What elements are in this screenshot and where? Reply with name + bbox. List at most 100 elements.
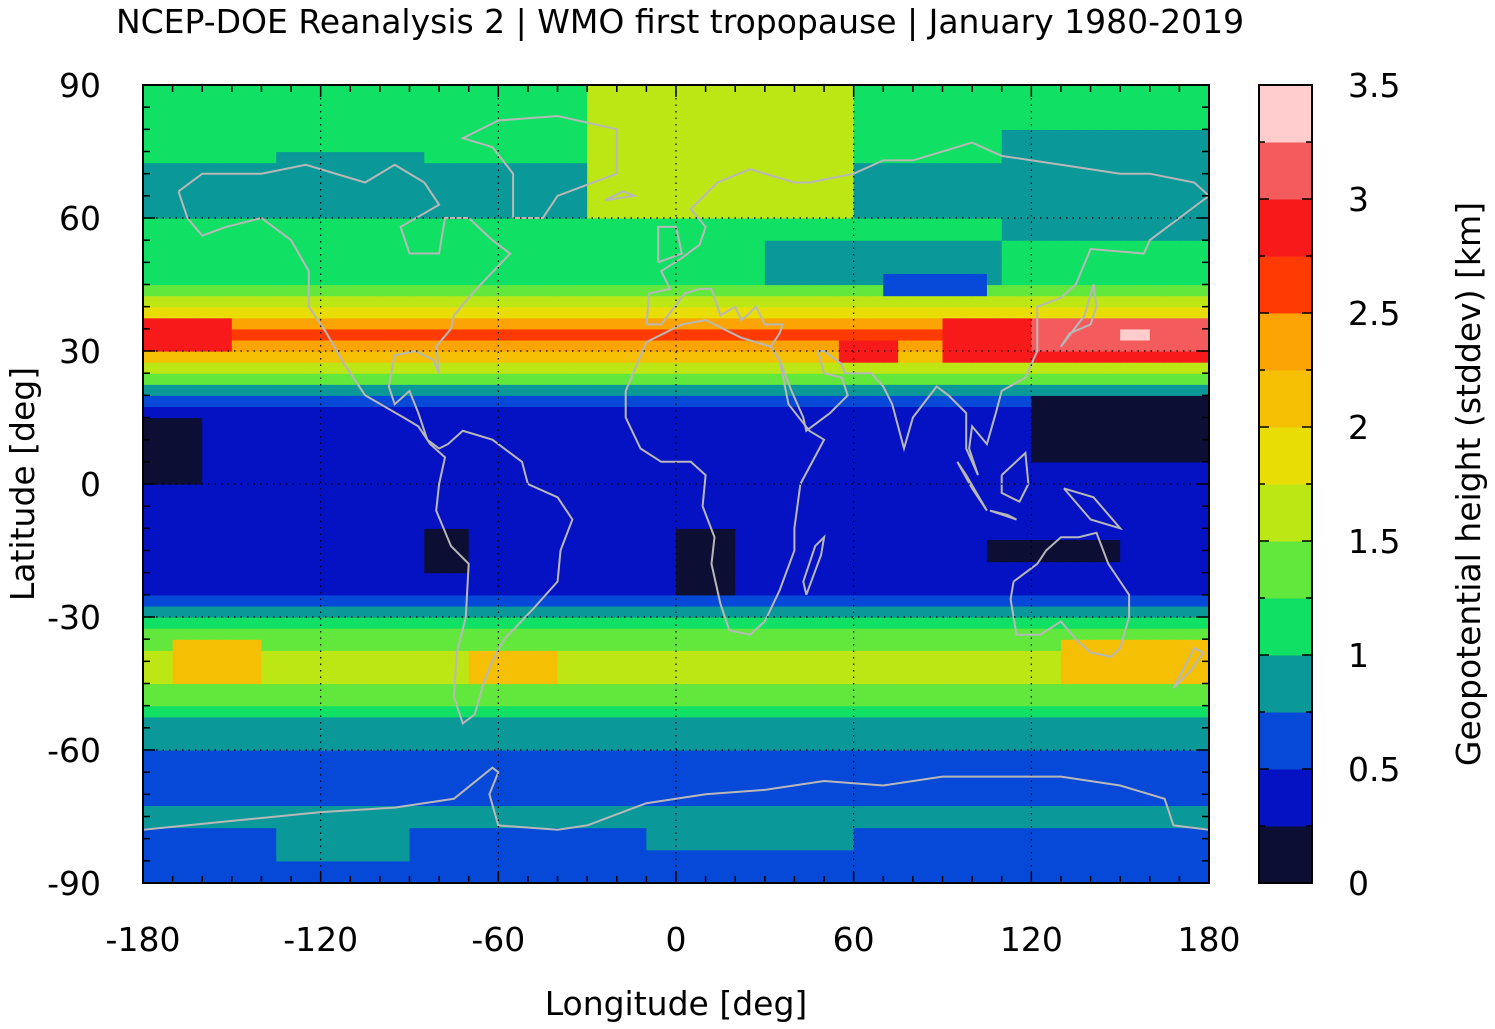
heat-cell [809, 384, 825, 396]
heat-cell [705, 195, 722, 208]
heat-cell [350, 428, 366, 441]
heat-cell [838, 528, 855, 541]
heat-cell [527, 838, 544, 851]
heat-cell [1194, 561, 1209, 574]
heat-cell [646, 406, 662, 419]
heat-cell [468, 339, 485, 352]
heat-cell [202, 827, 218, 840]
heat-cell [986, 772, 1003, 784]
heat-cell [794, 572, 810, 585]
heat-cell [276, 705, 292, 718]
heat-cell [838, 738, 855, 751]
heat-cell [1179, 328, 1195, 341]
heat-cell [261, 362, 277, 374]
heat-cell [365, 628, 381, 640]
heat-cell [350, 705, 366, 718]
heat-cell [868, 173, 884, 186]
heat-cell [261, 295, 277, 308]
heat-cell [986, 849, 1003, 862]
heat-cell [616, 871, 633, 883]
heat-cell [972, 816, 988, 829]
heat-cell [853, 206, 870, 219]
heat-cell [1134, 838, 1151, 851]
heat-cell [424, 528, 440, 541]
heat-cell [1194, 583, 1209, 596]
heat-cell [1075, 561, 1092, 574]
heat-cell [779, 273, 796, 286]
heat-cell [853, 683, 870, 696]
heat-cell [1134, 428, 1151, 441]
heat-cell [1134, 694, 1151, 707]
heat-cell [409, 550, 425, 563]
heat-cell [305, 528, 322, 541]
heat-cell [1001, 251, 1018, 263]
heat-cell [690, 860, 707, 873]
heat-cell [1179, 151, 1195, 164]
heat-cell [690, 572, 707, 585]
heat-cell [172, 705, 189, 718]
heat-cell [157, 472, 174, 485]
heat-cell [542, 339, 559, 352]
heat-cell [601, 750, 618, 762]
heat-cell [1060, 439, 1077, 452]
heat-cell [1075, 827, 1092, 840]
heat-cell [779, 583, 796, 596]
heat-cell [542, 206, 559, 219]
heat-cell [1075, 705, 1092, 718]
heat-cell [1120, 373, 1136, 385]
heat-cell [394, 838, 411, 851]
heat-cell [172, 317, 189, 330]
heat-cell [1179, 173, 1195, 186]
heat-cell [616, 384, 633, 396]
heat-cell [912, 118, 929, 130]
heat-cell [794, 694, 810, 707]
heat-cell [824, 572, 840, 585]
heat-cell [986, 273, 1003, 286]
heat-cell [838, 794, 855, 807]
heat-cell [320, 750, 337, 762]
heat-cell [779, 694, 796, 707]
heat-cell [527, 550, 544, 563]
heat-cell [542, 140, 559, 153]
heat-cell [291, 761, 307, 773]
heat-cell [764, 417, 781, 430]
heat-cell [483, 572, 499, 585]
heat-cell [483, 639, 499, 651]
heat-cell [1149, 783, 1166, 795]
heat-cell [750, 805, 766, 818]
heat-cell [217, 639, 233, 651]
heat-cell [483, 251, 499, 263]
heat-cell [720, 439, 736, 452]
heat-cell [720, 328, 736, 341]
heat-cell [601, 727, 618, 740]
heat-cell [912, 506, 929, 518]
heat-cell [690, 694, 707, 707]
heat-cell [868, 816, 884, 829]
heat-cell [824, 539, 840, 552]
heat-cell [794, 229, 810, 241]
heat-cell [853, 727, 870, 740]
heat-cell [572, 417, 588, 430]
heat-cell [172, 406, 189, 419]
heat-cell [320, 306, 337, 319]
heat-cell [1090, 617, 1106, 629]
heat-cell [824, 428, 840, 441]
heat-cell [972, 572, 988, 585]
heat-cell [661, 351, 677, 363]
heat-cell [779, 827, 796, 840]
heat-cell [527, 661, 544, 674]
heat-cell [202, 351, 218, 363]
heat-cell [305, 761, 322, 773]
heat-cell [557, 550, 573, 563]
heat-cell [394, 594, 411, 607]
heat-cell [750, 838, 766, 851]
heat-cell [1060, 206, 1077, 219]
heat-cell [587, 672, 603, 685]
heat-cell [1120, 727, 1136, 740]
heat-cell [809, 373, 825, 385]
heat-cell [1194, 849, 1209, 862]
heat-cell [838, 295, 855, 308]
heat-cell [1031, 195, 1047, 208]
heat-cell [912, 295, 929, 308]
heat-cell [957, 140, 973, 153]
